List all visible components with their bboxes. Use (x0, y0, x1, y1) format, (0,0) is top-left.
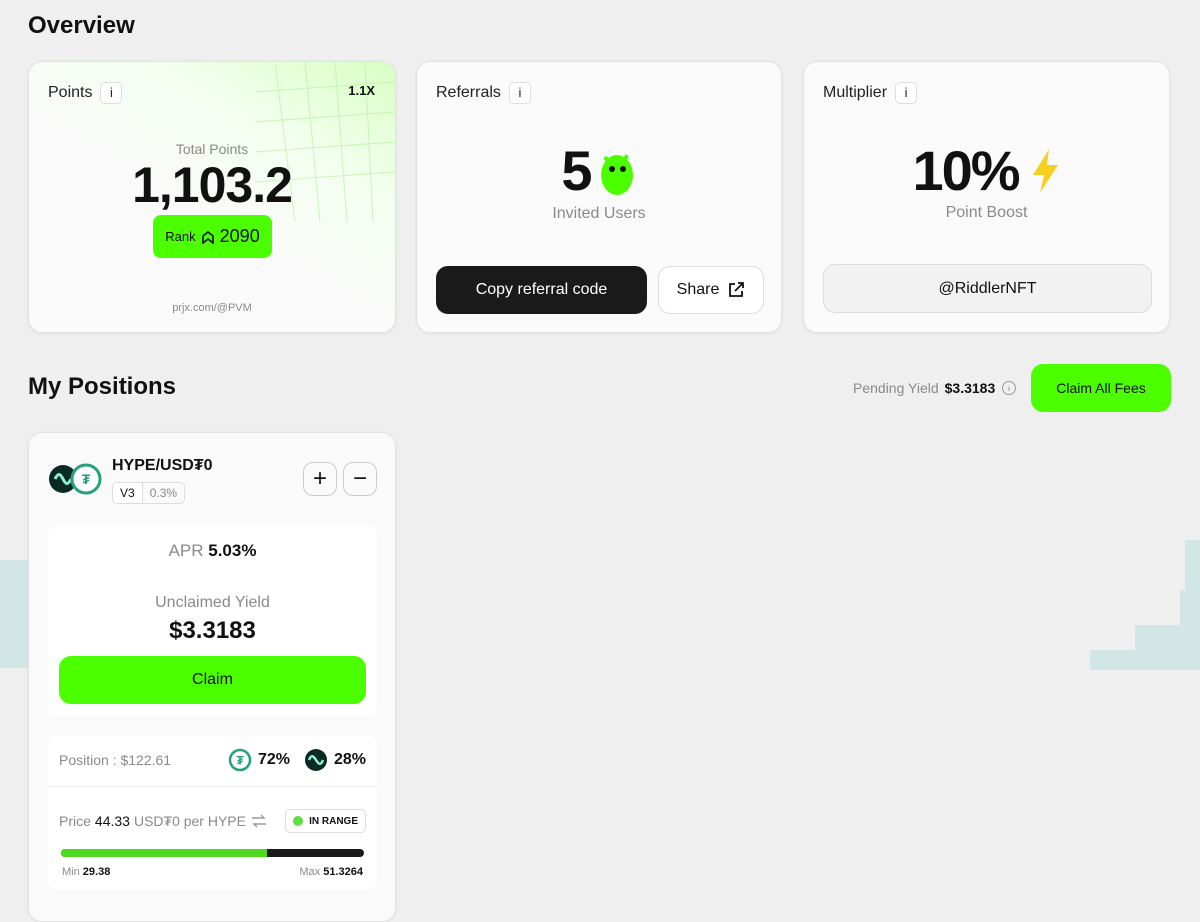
svg-text:₮: ₮ (236, 754, 244, 768)
card-label: Referrals (436, 84, 501, 101)
usdt-icon: ₮ (228, 748, 252, 772)
info-button[interactable]: i (508, 82, 531, 104)
max-price: Max 51.3264 (299, 866, 363, 878)
share-a: 72% (257, 751, 290, 768)
price-value: 44.33 (94, 813, 130, 829)
multiplier-badge: 1.1X (348, 83, 375, 98)
range-fill (61, 849, 268, 857)
referral-count-row: 5 (417, 138, 781, 203)
price-label: Price (59, 813, 91, 829)
profile-link[interactable]: prjx.com/@PVM (172, 302, 252, 314)
price-row: Price 44.33 USD₮0 per HYPE (59, 813, 268, 829)
svg-text:₮: ₮ (82, 471, 91, 487)
claim-all-button[interactable]: Claim All Fees (1031, 364, 1171, 412)
card-label: Points (48, 84, 93, 101)
info-icon (1002, 381, 1017, 395)
section-title: Overview (28, 12, 135, 39)
grid-decoration (255, 62, 395, 222)
rank-label: Rank (165, 229, 196, 244)
min-value: 29.38 (82, 866, 111, 878)
decoration (0, 560, 28, 668)
claim-button[interactable]: Claim (59, 656, 366, 704)
info-button[interactable]: i (100, 82, 123, 104)
card-header: Multiplier i (823, 82, 918, 104)
remove-liquidity-button[interactable]: − (343, 462, 377, 496)
pair-name: HYPE/USD₮0 (112, 457, 213, 474)
pair-icons: ₮ (49, 463, 102, 495)
info-button[interactable]: i (895, 82, 918, 104)
add-liquidity-button[interactable]: + (303, 462, 337, 496)
pending-label: Pending Yield (853, 380, 939, 396)
position-card: ₮ HYPE/USD₮0 V3 0.3% + − APR 5.03% Uncla… (28, 432, 396, 922)
copy-referral-button[interactable]: Copy referral code (436, 266, 647, 314)
token-shares: ₮ 72% 28% (228, 748, 366, 772)
referral-count: 5 (561, 139, 593, 202)
share-b: 28% (333, 751, 366, 768)
referrals-card: Referrals i 5 Invited Users Copy referral… (416, 61, 782, 333)
range-status: IN RANGE (285, 809, 366, 833)
swap-icon[interactable] (250, 814, 268, 828)
rank-value: 2090 (219, 226, 260, 246)
twitter-handle[interactable]: @RiddlerNFT (823, 264, 1152, 313)
max-value: 51.3264 (323, 866, 363, 878)
min-label: Min (62, 866, 80, 878)
pool-tags: V3 0.3% (112, 482, 186, 504)
multiplier-card: Multiplier i 10% Point Boost @RiddlerNFT (803, 61, 1170, 333)
status-label: IN RANGE (309, 815, 358, 827)
version-tag: V3 (113, 483, 142, 503)
status-dot (293, 816, 304, 826)
card-label: Multiplier (823, 84, 888, 101)
fee-tag: 0.3% (141, 483, 184, 503)
divider (48, 786, 377, 787)
total-label: Total Points (175, 141, 249, 157)
hype-icon (304, 749, 327, 771)
yield-panel: APR 5.03% Unclaimed Yield $3.3183 Claim (48, 525, 377, 716)
lightning-icon (1032, 148, 1058, 193)
apr-label: APR (168, 541, 204, 560)
unclaimed-value: $3.3183 (169, 617, 256, 644)
apr-row: APR 5.03% (48, 541, 377, 561)
card-header: Points i (48, 82, 123, 104)
apr-value: 5.03% (208, 541, 257, 560)
rank-badge: Rank 2090 (153, 215, 272, 258)
decoration (1090, 540, 1200, 670)
position-value: Position : $122.61 (59, 752, 172, 768)
external-icon (729, 282, 745, 297)
section-title: My Positions (28, 373, 177, 400)
rank-icon (201, 230, 214, 244)
position-panel: Position : $122.61 ₮ 72% 28% Price 44.33… (48, 735, 377, 890)
boost-label: Point Boost (945, 204, 1028, 221)
share-button[interactable]: Share (658, 266, 764, 314)
unclaimed-label: Unclaimed Yield (155, 594, 270, 611)
pending-value: $3.3183 (944, 380, 996, 396)
share-label: Share (676, 281, 720, 298)
mascot-icon (600, 153, 633, 195)
min-price: Min 29.38 (62, 866, 110, 878)
boost-value: 10% (912, 139, 1020, 202)
total-points: 1,103.2 (132, 157, 293, 213)
points-card: Points i 1.1X Total Points 1,103.2 Rank 2… (28, 61, 396, 333)
max-label: Max (299, 866, 321, 878)
referral-count-label: Invited Users (552, 205, 646, 222)
boost-row: 10% (804, 138, 1169, 203)
price-unit: USD₮0 per HYPE (133, 813, 246, 829)
card-header: Referrals i (436, 82, 531, 104)
pending-yield: Pending Yield $3.3183 (853, 380, 1017, 396)
range-bar (61, 849, 364, 857)
